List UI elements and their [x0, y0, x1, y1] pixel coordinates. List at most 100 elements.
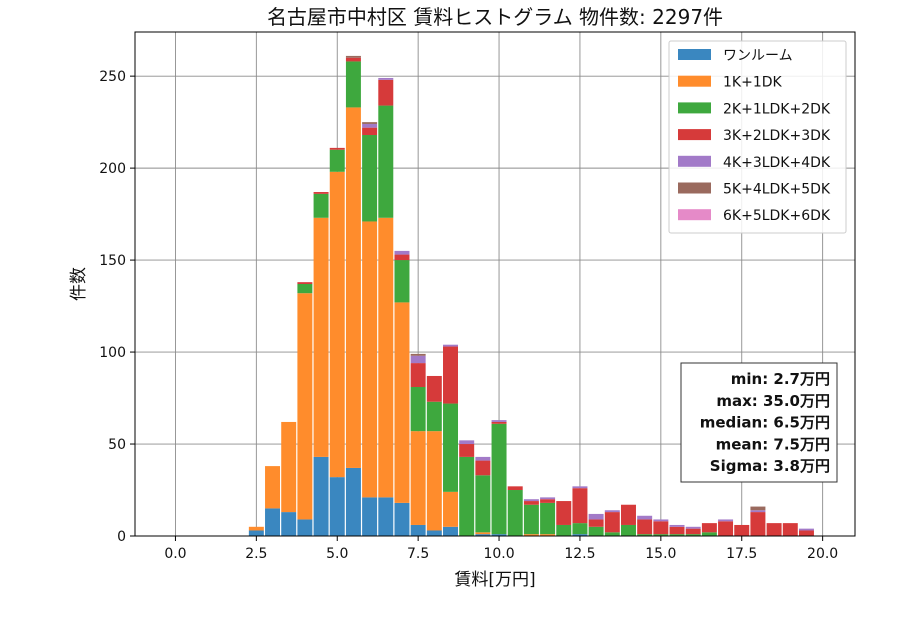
bar-segment-series-2-bin-13	[459, 456, 475, 536]
bar-segment-series-0-bin-4	[313, 456, 329, 536]
bar-segment-series-3-bin-24	[637, 519, 653, 535]
bar-segment-series-0-bin-2	[281, 512, 297, 536]
bar-segment-series-3-bin-18	[540, 499, 556, 503]
y-tick-label: 50	[108, 437, 126, 453]
bar-segment-series-2-bin-15	[491, 423, 507, 535]
bar-segment-series-3-bin-4	[313, 192, 329, 194]
bar-segment-series-2-bin-22	[604, 532, 620, 536]
bar-segment-series-1-bin-11	[426, 431, 442, 531]
stats-line: max: 35.0万円	[716, 392, 830, 410]
bar-segment-series-5-bin-31	[750, 506, 766, 511]
bar-segment-series-4-bin-27	[685, 526, 701, 529]
bar-segment-series-0-bin-6	[345, 467, 361, 536]
bar-segment-series-1-bin-0	[248, 526, 264, 531]
bar-segment-series-2-bin-12	[443, 403, 458, 492]
stats-line: mean: 7.5万円	[716, 435, 830, 453]
bar-segment-series-5-bin-10	[410, 353, 426, 356]
bar-segment-series-4-bin-8	[378, 77, 394, 80]
bar-segment-series-3-bin-28	[701, 523, 717, 533]
bar-segment-series-1-bin-12	[443, 491, 458, 527]
bar-segment-series-3-bin-14	[475, 460, 491, 476]
bar-segment-series-0-bin-7	[362, 497, 378, 536]
bar-segment-series-0-bin-1	[265, 508, 281, 536]
legend-label: 5K+4LDK+5DK	[723, 182, 831, 198]
bar-segment-series-4-bin-24	[637, 515, 653, 520]
bar-segment-series-2-bin-7	[362, 135, 378, 222]
bar-segment-series-4-bin-31	[750, 510, 766, 513]
x-tick-label: 12.5	[564, 546, 595, 562]
bar-segment-series-2-bin-11	[426, 401, 442, 432]
bar-segment-series-1-bin-4	[313, 217, 329, 457]
bar-segment-series-5-bin-7	[362, 122, 378, 124]
y-tick-label: 150	[99, 253, 126, 269]
legend-label: ワンルーム	[723, 48, 793, 64]
bar-segment-series-2-bin-16	[507, 490, 523, 536]
bar-segment-series-2-bin-5	[329, 149, 345, 172]
bar-segment-series-3-bin-15	[491, 421, 507, 424]
bar-segment-series-1-bin-3	[297, 293, 313, 520]
y-tick-label: 100	[99, 345, 126, 361]
bar-segment-series-2-bin-24	[637, 534, 653, 536]
bar-segment-series-3-bin-31	[750, 512, 766, 536]
legend-label: 6K+5LDK+6DK	[723, 208, 831, 224]
bar-segment-series-3-bin-7	[362, 127, 378, 136]
bar-segment-series-1-bin-9	[394, 302, 410, 503]
bar-segment-series-4-bin-21	[588, 513, 604, 520]
bar-segment-series-2-bin-14	[475, 475, 491, 533]
bar-segment-series-1-bin-7	[362, 221, 378, 498]
legend-swatch	[678, 75, 711, 87]
legend-swatch	[678, 129, 711, 141]
bar-segment-series-3-bin-22	[604, 512, 620, 533]
bar-segment-series-3-bin-10	[410, 363, 426, 388]
bar-segment-series-2-bin-17	[523, 504, 539, 535]
bar-segment-series-1-bin-18	[540, 534, 556, 536]
bar-segment-series-3-bin-5	[329, 147, 345, 150]
x-tick-label: 15.0	[645, 546, 676, 562]
stats-frame	[680, 362, 838, 483]
bar-segment-series-2-bin-9	[394, 260, 410, 303]
bar-segment-series-3-bin-21	[588, 519, 604, 527]
x-tick-label: 2.5	[245, 546, 267, 562]
bar-segment-series-2-bin-4	[313, 193, 329, 218]
bar-segment-series-4-bin-17	[523, 499, 539, 502]
x-tick-label: 17.5	[726, 546, 757, 562]
bar-segment-series-3-bin-12	[443, 346, 458, 404]
bars-layer	[248, 55, 814, 536]
bar-segment-series-4-bin-14	[475, 456, 491, 461]
bar-segment-series-2-bin-27	[685, 534, 701, 536]
x-tick-label: 20.0	[807, 546, 838, 562]
legend-label: 1K+1DK	[723, 75, 783, 91]
bar-segment-series-2-bin-18	[540, 502, 556, 535]
bar-segment-series-3-bin-32	[766, 523, 782, 536]
bar-segment-series-4-bin-15	[491, 420, 507, 422]
bar-segment-series-4-bin-12	[443, 344, 458, 347]
bar-segment-series-1-bin-2	[281, 421, 297, 513]
bar-segment-series-3-bin-30	[734, 524, 750, 536]
bar-segment-series-3-bin-19	[556, 501, 572, 525]
bar-segment-series-1-bin-5	[329, 171, 345, 478]
bar-segment-series-3-bin-3	[297, 282, 313, 284]
bar-segment-series-0-bin-3	[297, 519, 313, 536]
bar-segment-series-2-bin-20	[572, 523, 588, 535]
legend-swatch	[678, 49, 711, 60]
bar-segment-series-4-bin-26	[669, 524, 685, 527]
bar-segment-series-2-bin-6	[345, 61, 361, 108]
bar-segment-series-3-bin-16	[507, 486, 523, 491]
x-tick-label: 7.5	[407, 546, 429, 562]
legend-label: 4K+3LDK+4DK	[723, 155, 831, 171]
bar-segment-series-2-bin-21	[588, 526, 604, 536]
y-tick-label: 200	[99, 161, 126, 177]
bar-segment-series-3-bin-26	[669, 526, 685, 535]
bar-segment-series-0-bin-14	[475, 534, 491, 536]
bar-segment-series-3-bin-34	[798, 530, 814, 536]
bar-segment-series-2-bin-23	[620, 524, 636, 536]
bar-segment-series-2-bin-19	[556, 524, 572, 536]
bar-segment-series-0-bin-11	[426, 530, 442, 536]
bar-segment-series-3-bin-13	[459, 444, 475, 457]
y-tick-label: 0	[117, 529, 126, 545]
ticks-layer: 0.0 2.5 5.0 7.5 10.0 12.5 15.0 17.5 20.0 0 50 100 15…	[99, 69, 838, 562]
bar-segment-series-1-bin-6	[345, 107, 361, 468]
bar-segment-series-1-bin-17	[523, 534, 539, 536]
bar-segment-series-4-bin-9	[394, 250, 410, 255]
